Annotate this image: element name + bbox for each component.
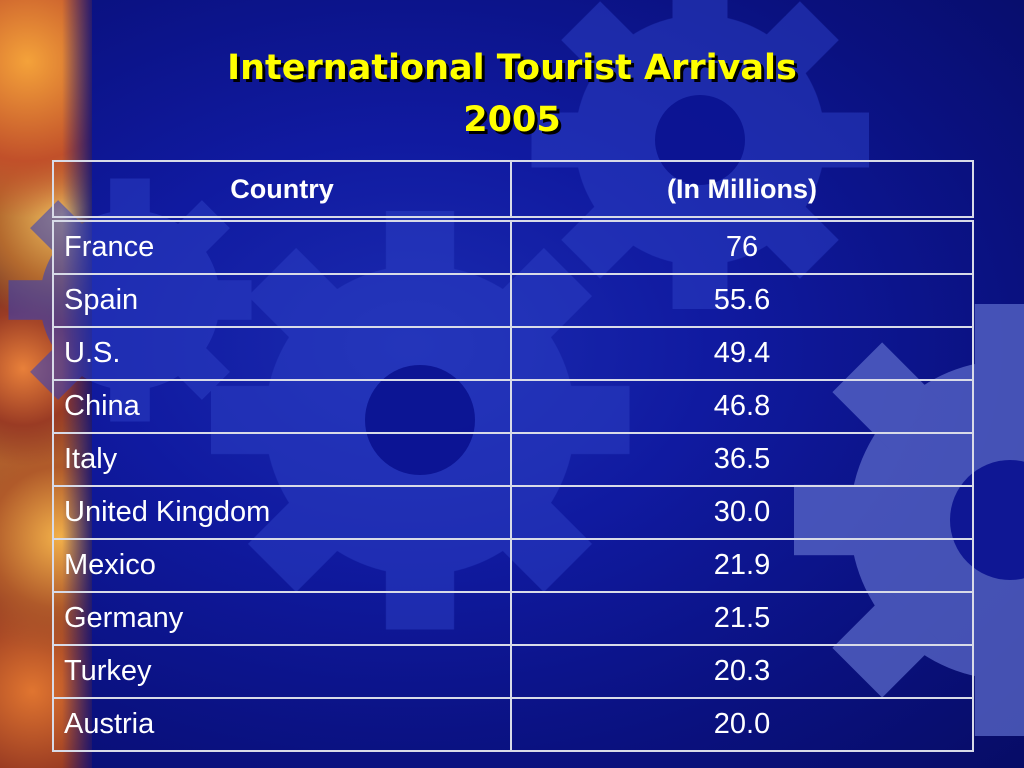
value-cell: 30.0 (510, 485, 974, 540)
table-row: Spain 55.6 (51, 273, 974, 328)
table-row: U.S. 49.4 (51, 326, 974, 381)
value-cell: 49.4 (510, 326, 974, 381)
country-cell: Austria (51, 697, 513, 752)
table-row: Turkey 20.3 (51, 644, 974, 699)
table-header-row: Country (In Millions) (51, 160, 974, 220)
table-row: Mexico 21.9 (51, 538, 974, 593)
title-line-2: 2005 (463, 100, 561, 140)
title-line-1: International Tourist Arrivals (227, 48, 797, 88)
slide-title: International Tourist Arrivals 2005 (92, 42, 932, 146)
country-cell: Italy (51, 432, 513, 487)
country-cell: United Kingdom (51, 485, 513, 540)
value-cell: 21.5 (510, 591, 974, 646)
value-cell: 55.6 (510, 273, 974, 328)
country-cell: Turkey (51, 644, 513, 699)
value-cell: 36.5 (510, 432, 974, 487)
country-cell: U.S. (51, 326, 513, 381)
table-row: United Kingdom 30.0 (51, 485, 974, 540)
header-country: Country (51, 160, 513, 220)
table-row: France 76 (51, 218, 974, 275)
table-row: China 46.8 (51, 379, 974, 434)
value-cell: 20.0 (510, 697, 974, 752)
value-cell: 76 (510, 218, 974, 275)
country-cell: China (51, 379, 513, 434)
header-value: (In Millions) (510, 160, 974, 220)
tourist-arrivals-table: Country (In Millions) France 76 Spain 55… (51, 160, 974, 752)
table-row: Austria 20.0 (51, 697, 974, 752)
table-row: Italy 36.5 (51, 432, 974, 487)
country-cell: Germany (51, 591, 513, 646)
country-cell: France (51, 218, 513, 275)
country-cell: Mexico (51, 538, 513, 593)
country-cell: Spain (51, 273, 513, 328)
table-row: Germany 21.5 (51, 591, 974, 646)
value-cell: 46.8 (510, 379, 974, 434)
value-cell: 21.9 (510, 538, 974, 593)
value-cell: 20.3 (510, 644, 974, 699)
